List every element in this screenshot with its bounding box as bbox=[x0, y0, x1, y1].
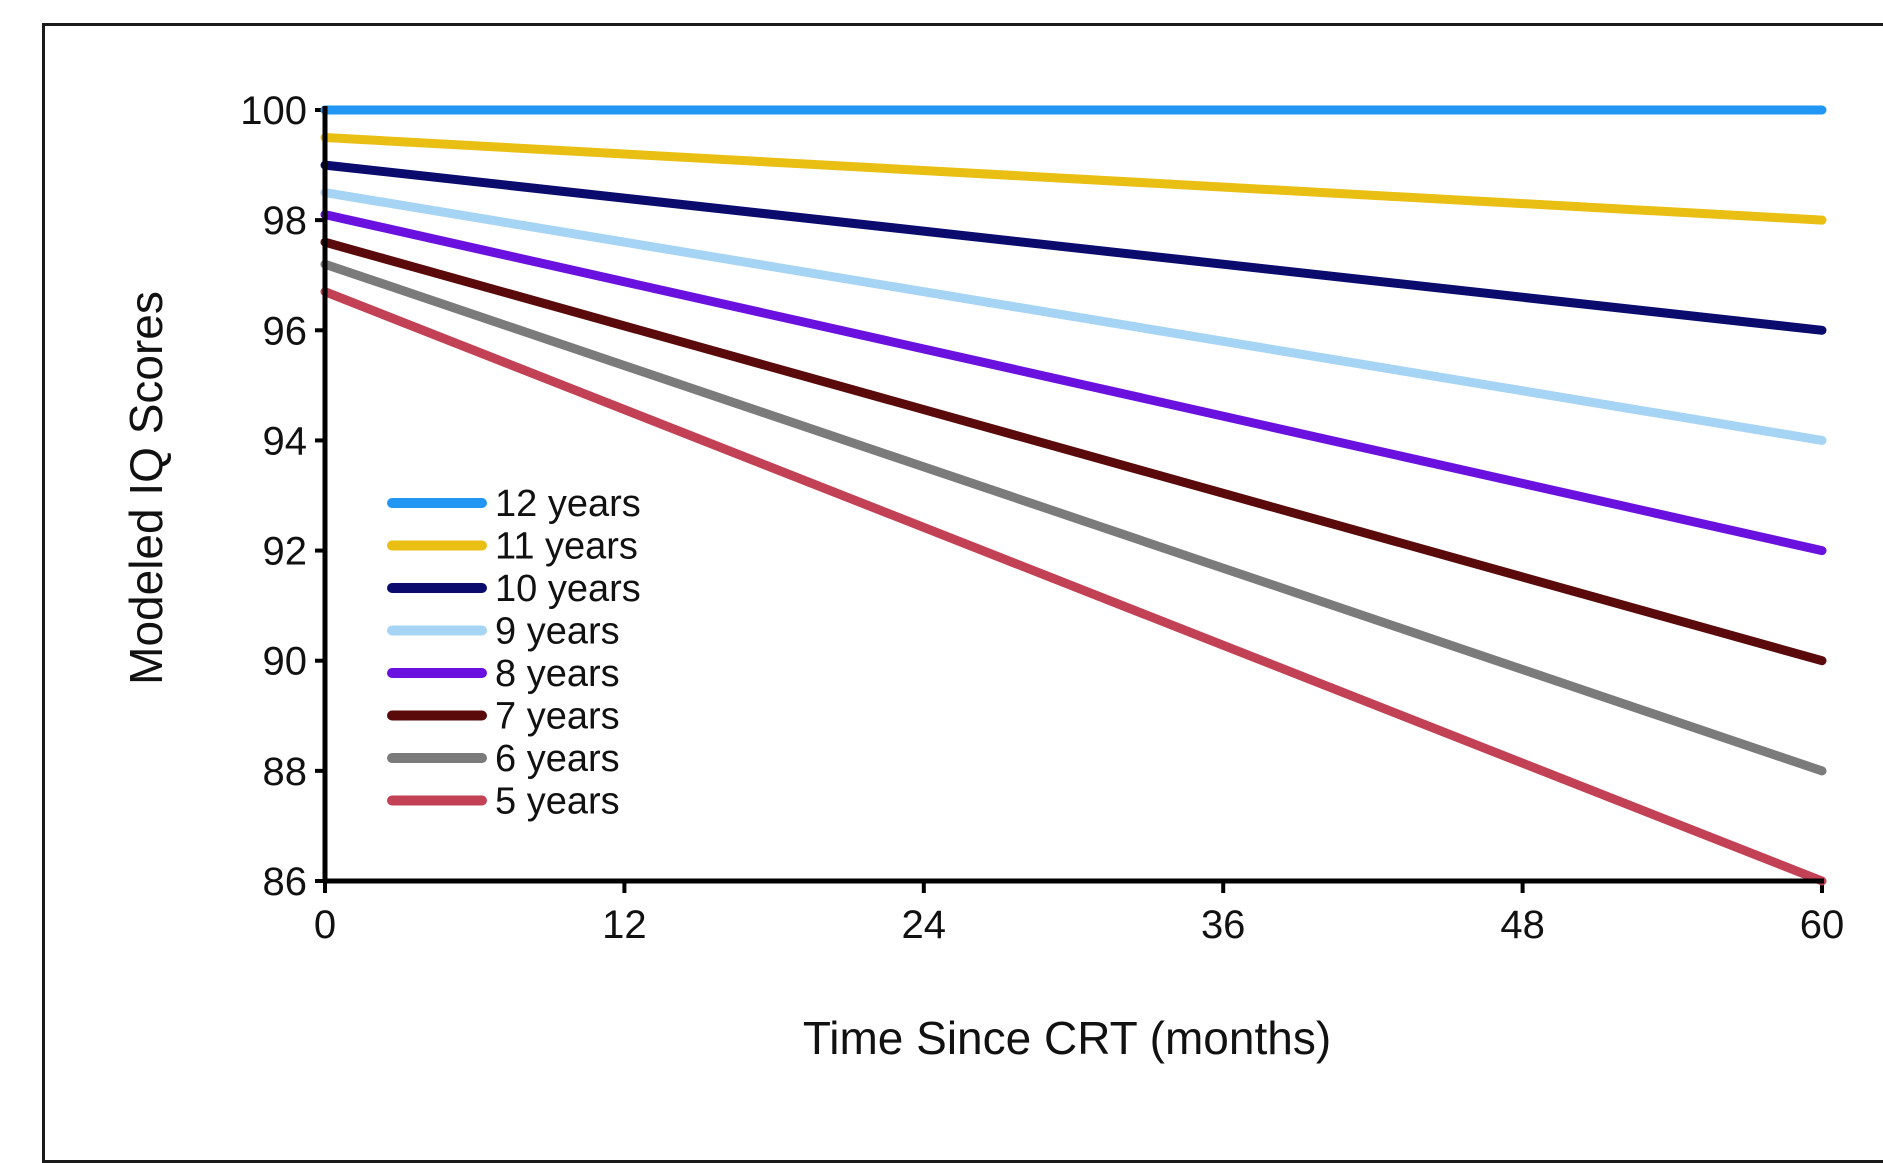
x-tick-label-2: 24 bbox=[902, 903, 947, 947]
series-line-1 bbox=[320, 133, 1827, 225]
x-tick-label-0: 0 bbox=[314, 903, 336, 947]
y-tick-label-4: 94 bbox=[263, 419, 308, 463]
y-axis-ticks: 86 88 90 92 94 96 98 100 bbox=[240, 89, 325, 904]
x-tick-label-3: 36 bbox=[1201, 903, 1246, 947]
x-axis-title: Time Since CRT (months) bbox=[803, 1012, 1331, 1064]
legend-label-4: 8 years bbox=[495, 653, 620, 695]
legend-label-3: 9 years bbox=[495, 611, 620, 653]
y-tick-label-1: 88 bbox=[263, 750, 308, 794]
series-line-2 bbox=[320, 160, 1827, 335]
legend-label-5: 7 years bbox=[495, 696, 620, 738]
x-tick-label-4: 48 bbox=[1500, 903, 1545, 947]
legend-label-0: 12 years bbox=[495, 483, 641, 525]
legend-label-1: 11 years bbox=[495, 526, 638, 568]
legend-label-7: 5 years bbox=[495, 781, 620, 823]
y-tick-label-0: 86 bbox=[263, 860, 308, 904]
y-tick-label-6: 98 bbox=[263, 199, 308, 243]
legend-label-6: 6 years bbox=[495, 738, 620, 780]
series-line-3 bbox=[320, 188, 1827, 445]
y-tick-label-2: 90 bbox=[263, 640, 308, 684]
x-tick-label-5: 60 bbox=[1800, 903, 1845, 947]
series-line-5 bbox=[320, 237, 1827, 666]
series-line-4 bbox=[320, 210, 1827, 556]
series-line-6 bbox=[320, 259, 1827, 776]
y-tick-label-5: 96 bbox=[263, 309, 308, 353]
y-tick-label-3: 92 bbox=[263, 530, 308, 574]
y-tick-label-7: 100 bbox=[240, 89, 307, 133]
y-axis-title: Modeled IQ Scores bbox=[120, 291, 172, 685]
axes bbox=[322, 106, 1824, 884]
series-lines bbox=[320, 105, 1827, 886]
x-tick-label-1: 12 bbox=[602, 903, 647, 947]
x-axis-ticks: 0 12 24 36 48 60 bbox=[314, 881, 1844, 947]
line-chart: Modeled IQ Scores Time Since CRT (months… bbox=[120, 89, 1844, 1064]
series-line-7 bbox=[320, 287, 1827, 886]
legend-label-2: 10 years bbox=[495, 568, 641, 610]
